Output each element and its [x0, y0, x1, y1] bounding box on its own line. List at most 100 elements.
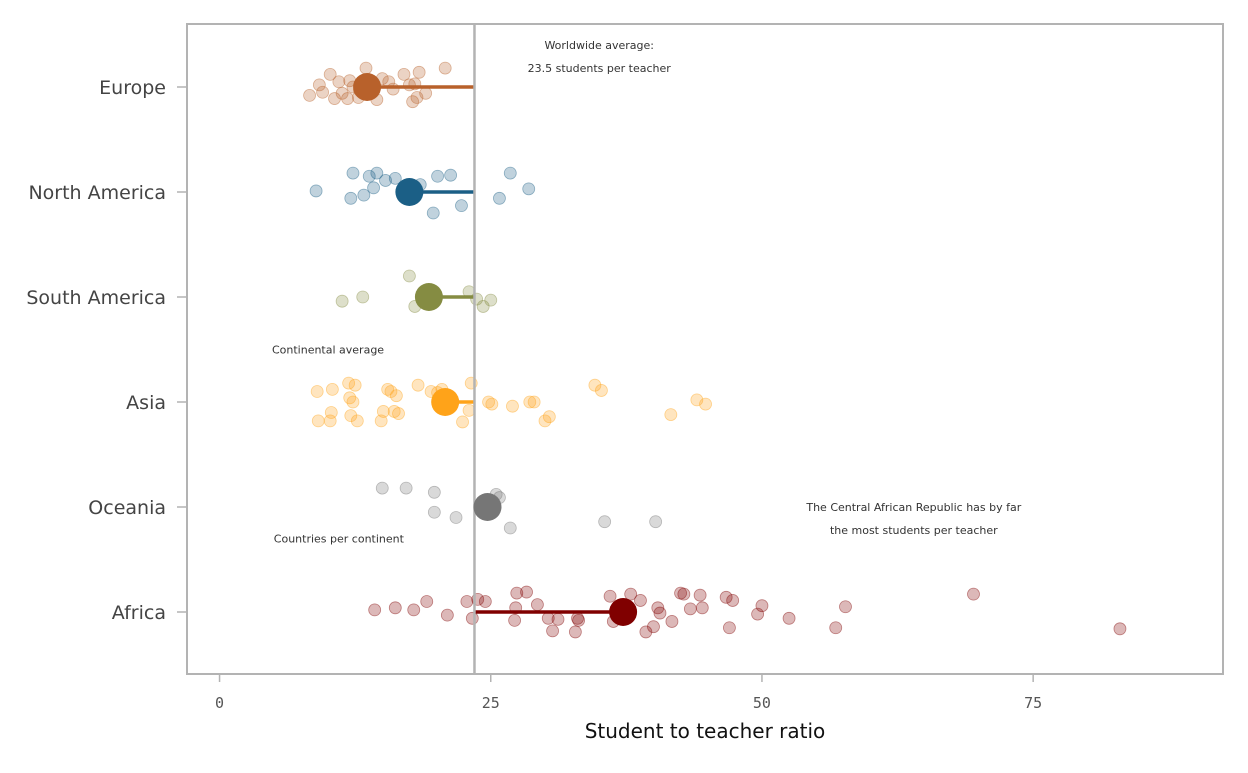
country-point: [542, 410, 556, 424]
continent-average-point: [609, 598, 638, 626]
country-point: [572, 614, 586, 627]
country-point: [653, 606, 667, 620]
country-point: [356, 290, 370, 304]
country-point: [426, 206, 440, 220]
annotation-text: the most students per teacher: [830, 524, 998, 537]
country-point: [527, 395, 541, 409]
country-point: [455, 199, 468, 213]
country-point: [335, 294, 349, 308]
country-point: [341, 92, 354, 105]
country-point: [399, 481, 413, 495]
country-point: [719, 590, 733, 604]
country-point: [588, 378, 602, 392]
country-point: [440, 608, 454, 622]
country-point: [346, 395, 360, 409]
country-point: [343, 391, 357, 405]
country-point: [598, 515, 612, 529]
country-point: [427, 485, 441, 499]
country-point: [410, 91, 424, 104]
country-point: [370, 166, 384, 180]
country-point: [829, 621, 843, 635]
country-point: [402, 269, 416, 283]
country-point: [376, 405, 390, 418]
country-point: [726, 594, 740, 607]
country-point: [456, 415, 469, 429]
country-point: [649, 515, 663, 529]
y-tick-label: Europe: [99, 77, 166, 99]
country-point: [485, 397, 499, 411]
country-point: [523, 395, 537, 409]
country-point: [438, 61, 452, 75]
y-tick-label: Asia: [126, 392, 166, 414]
country-point: [324, 406, 338, 419]
plot-frame: [186, 23, 1224, 675]
country-point: [344, 409, 358, 423]
country-point: [419, 86, 433, 100]
country-point: [411, 378, 425, 392]
country-point: [520, 585, 533, 599]
country-point: [431, 169, 444, 183]
country-point: [839, 600, 852, 614]
annotation-text: Countries per continent: [274, 533, 405, 546]
country-point: [388, 601, 402, 615]
country-point: [624, 587, 638, 601]
country-point: [392, 407, 405, 420]
country-point: [348, 378, 362, 392]
country-point: [693, 588, 707, 602]
country-point: [482, 395, 495, 409]
x-tick-label: 50: [753, 694, 771, 712]
country-point: [967, 587, 980, 601]
country-point: [751, 607, 765, 621]
country-point: [634, 594, 647, 607]
continent-average-point: [395, 178, 424, 206]
country-point: [444, 168, 458, 182]
country-point: [397, 68, 411, 81]
y-tick-label: North America: [28, 182, 166, 204]
country-point: [335, 86, 349, 100]
country-point: [367, 181, 380, 195]
country-point: [389, 389, 403, 403]
country-point: [388, 171, 402, 185]
country-point: [381, 382, 395, 396]
country-point: [665, 615, 679, 628]
continent-average-point: [431, 388, 460, 416]
country-point: [342, 376, 356, 390]
country-point: [309, 184, 323, 198]
country-point: [384, 385, 398, 398]
country-point: [460, 595, 474, 608]
country-point: [568, 625, 582, 639]
country-point: [503, 521, 517, 535]
country-point: [465, 611, 479, 625]
country-point: [420, 595, 434, 608]
y-tick-label: Africa: [112, 602, 166, 624]
country-point: [412, 65, 426, 79]
country-point: [677, 587, 691, 601]
country-point: [595, 384, 608, 397]
country-point: [368, 603, 382, 617]
country-point: [449, 511, 463, 524]
country-point: [328, 92, 341, 105]
country-point: [674, 586, 687, 600]
country-point: [639, 625, 653, 639]
country-point: [538, 414, 552, 428]
country-point: [603, 589, 617, 603]
country-point: [782, 611, 796, 625]
country-point: [476, 300, 490, 313]
country-point: [344, 191, 358, 205]
country-point: [323, 414, 337, 428]
country-point: [478, 595, 492, 608]
country-point: [699, 397, 712, 411]
continent-average-point: [473, 493, 502, 521]
country-point: [690, 393, 704, 407]
country-point: [647, 620, 660, 634]
country-point: [1113, 622, 1127, 636]
country-point: [546, 624, 559, 638]
y-tick-label: Oceania: [88, 497, 166, 519]
country-point: [303, 89, 316, 102]
country-point: [522, 182, 536, 196]
country-point: [551, 612, 565, 626]
country-point: [406, 95, 420, 109]
country-point: [510, 586, 524, 600]
y-tick-label: South America: [26, 287, 166, 309]
